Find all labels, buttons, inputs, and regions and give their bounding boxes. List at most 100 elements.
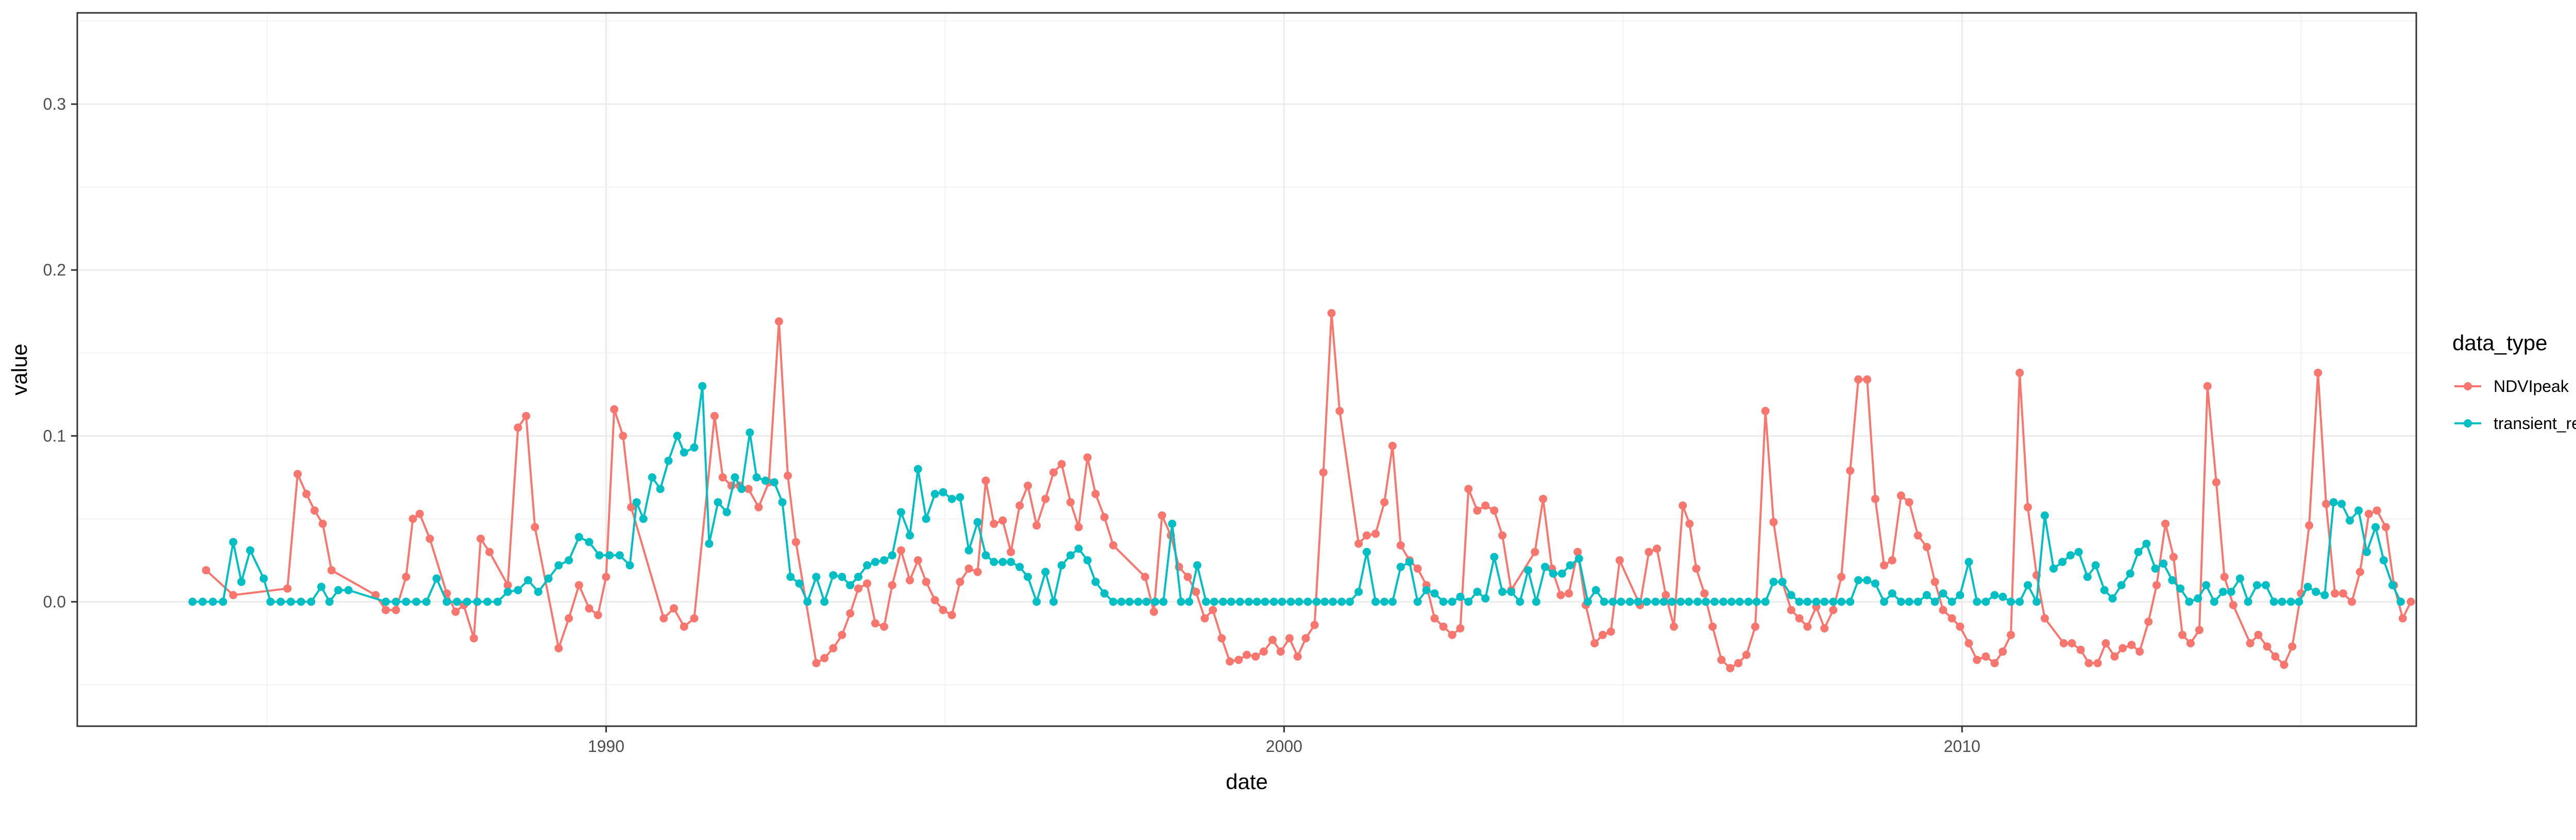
data-point <box>2348 597 2356 606</box>
data-point <box>2108 594 2117 603</box>
data-point <box>1778 577 1787 586</box>
data-point <box>2320 591 2329 599</box>
data-point <box>381 606 390 614</box>
data-point <box>2076 645 2085 654</box>
data-point <box>1327 309 1336 317</box>
data-point <box>246 546 255 555</box>
data-point <box>2178 630 2187 639</box>
data-point <box>2235 574 2244 583</box>
data-point <box>1032 521 1041 530</box>
data-point <box>209 597 217 606</box>
data-point <box>585 538 594 546</box>
data-point <box>1024 482 1032 490</box>
data-point <box>1888 589 1896 598</box>
data-point <box>1679 501 1687 510</box>
data-point <box>1251 652 1260 661</box>
data-point <box>485 547 494 556</box>
data-point <box>1820 597 1829 606</box>
data-point <box>522 412 531 420</box>
data-point <box>2355 568 2364 576</box>
data-point <box>1854 375 1862 384</box>
data-point <box>990 520 998 528</box>
data-point <box>1380 597 1389 606</box>
data-point <box>1183 573 1192 581</box>
legend-item: NDVIpeak <box>2454 377 2569 396</box>
data-point <box>1751 622 1759 631</box>
data-point <box>1041 568 1050 576</box>
data-point <box>2142 539 2151 548</box>
data-point <box>1448 630 1456 639</box>
data-point <box>477 535 485 543</box>
data-point <box>327 566 336 575</box>
data-point <box>1041 494 1050 503</box>
data-point <box>610 405 619 414</box>
data-point <box>1329 597 1337 606</box>
data-point <box>775 317 783 326</box>
data-point <box>2379 556 2388 564</box>
data-point <box>503 581 512 590</box>
data-point <box>307 597 315 606</box>
data-point <box>1854 576 1862 585</box>
data-point <box>1259 647 1268 656</box>
data-point <box>2322 500 2330 508</box>
data-point <box>1557 569 1566 578</box>
data-point <box>283 584 292 593</box>
data-point <box>1439 622 1448 631</box>
data-point <box>673 432 682 440</box>
data-point <box>1091 490 1100 499</box>
data-point <box>1388 441 1397 450</box>
data-point <box>846 581 855 590</box>
data-point <box>1871 579 1879 588</box>
data-point <box>554 561 563 570</box>
data-point <box>2136 647 2144 656</box>
data-point <box>317 582 326 591</box>
data-point <box>1956 622 1964 631</box>
data-point <box>1591 586 1600 594</box>
data-point <box>1293 652 1302 661</box>
data-point <box>198 597 207 606</box>
data-point <box>2362 547 2371 556</box>
data-point <box>1896 491 1905 500</box>
data-point <box>2202 581 2211 590</box>
data-point <box>1590 639 1599 647</box>
data-point <box>1261 597 1269 606</box>
data-point <box>2314 368 2323 377</box>
data-point <box>2329 498 2338 507</box>
data-point <box>656 485 665 493</box>
data-point <box>276 597 285 606</box>
data-point <box>1362 531 1371 540</box>
data-point <box>964 546 973 555</box>
data-point <box>1598 630 1607 639</box>
data-point <box>2305 521 2314 530</box>
data-point <box>973 518 982 526</box>
data-point <box>1863 576 1872 585</box>
data-point <box>1600 597 1608 606</box>
data-point <box>744 485 753 493</box>
data-point <box>1670 622 1678 631</box>
data-point <box>778 498 787 507</box>
data-point <box>534 588 543 596</box>
data-point <box>896 508 905 517</box>
data-point <box>1456 624 1465 632</box>
data-point <box>1301 634 1310 643</box>
data-point <box>531 523 539 532</box>
data-point <box>1990 659 1999 667</box>
data-point <box>1066 498 1075 507</box>
data-point <box>752 473 761 482</box>
data-point <box>1761 597 1770 606</box>
data-point <box>2212 478 2221 487</box>
data-point <box>863 579 872 588</box>
data-point <box>2278 597 2286 606</box>
data-point <box>1310 621 1319 629</box>
data-point <box>334 586 343 594</box>
data-point <box>1846 597 1855 606</box>
data-point <box>1354 588 1363 596</box>
data-point <box>1498 588 1507 596</box>
data-point <box>854 584 862 593</box>
data-point <box>2102 639 2110 647</box>
data-point <box>2091 561 2100 570</box>
data-point <box>714 498 722 507</box>
data-point <box>1481 501 1490 510</box>
data-point <box>1812 597 1821 606</box>
